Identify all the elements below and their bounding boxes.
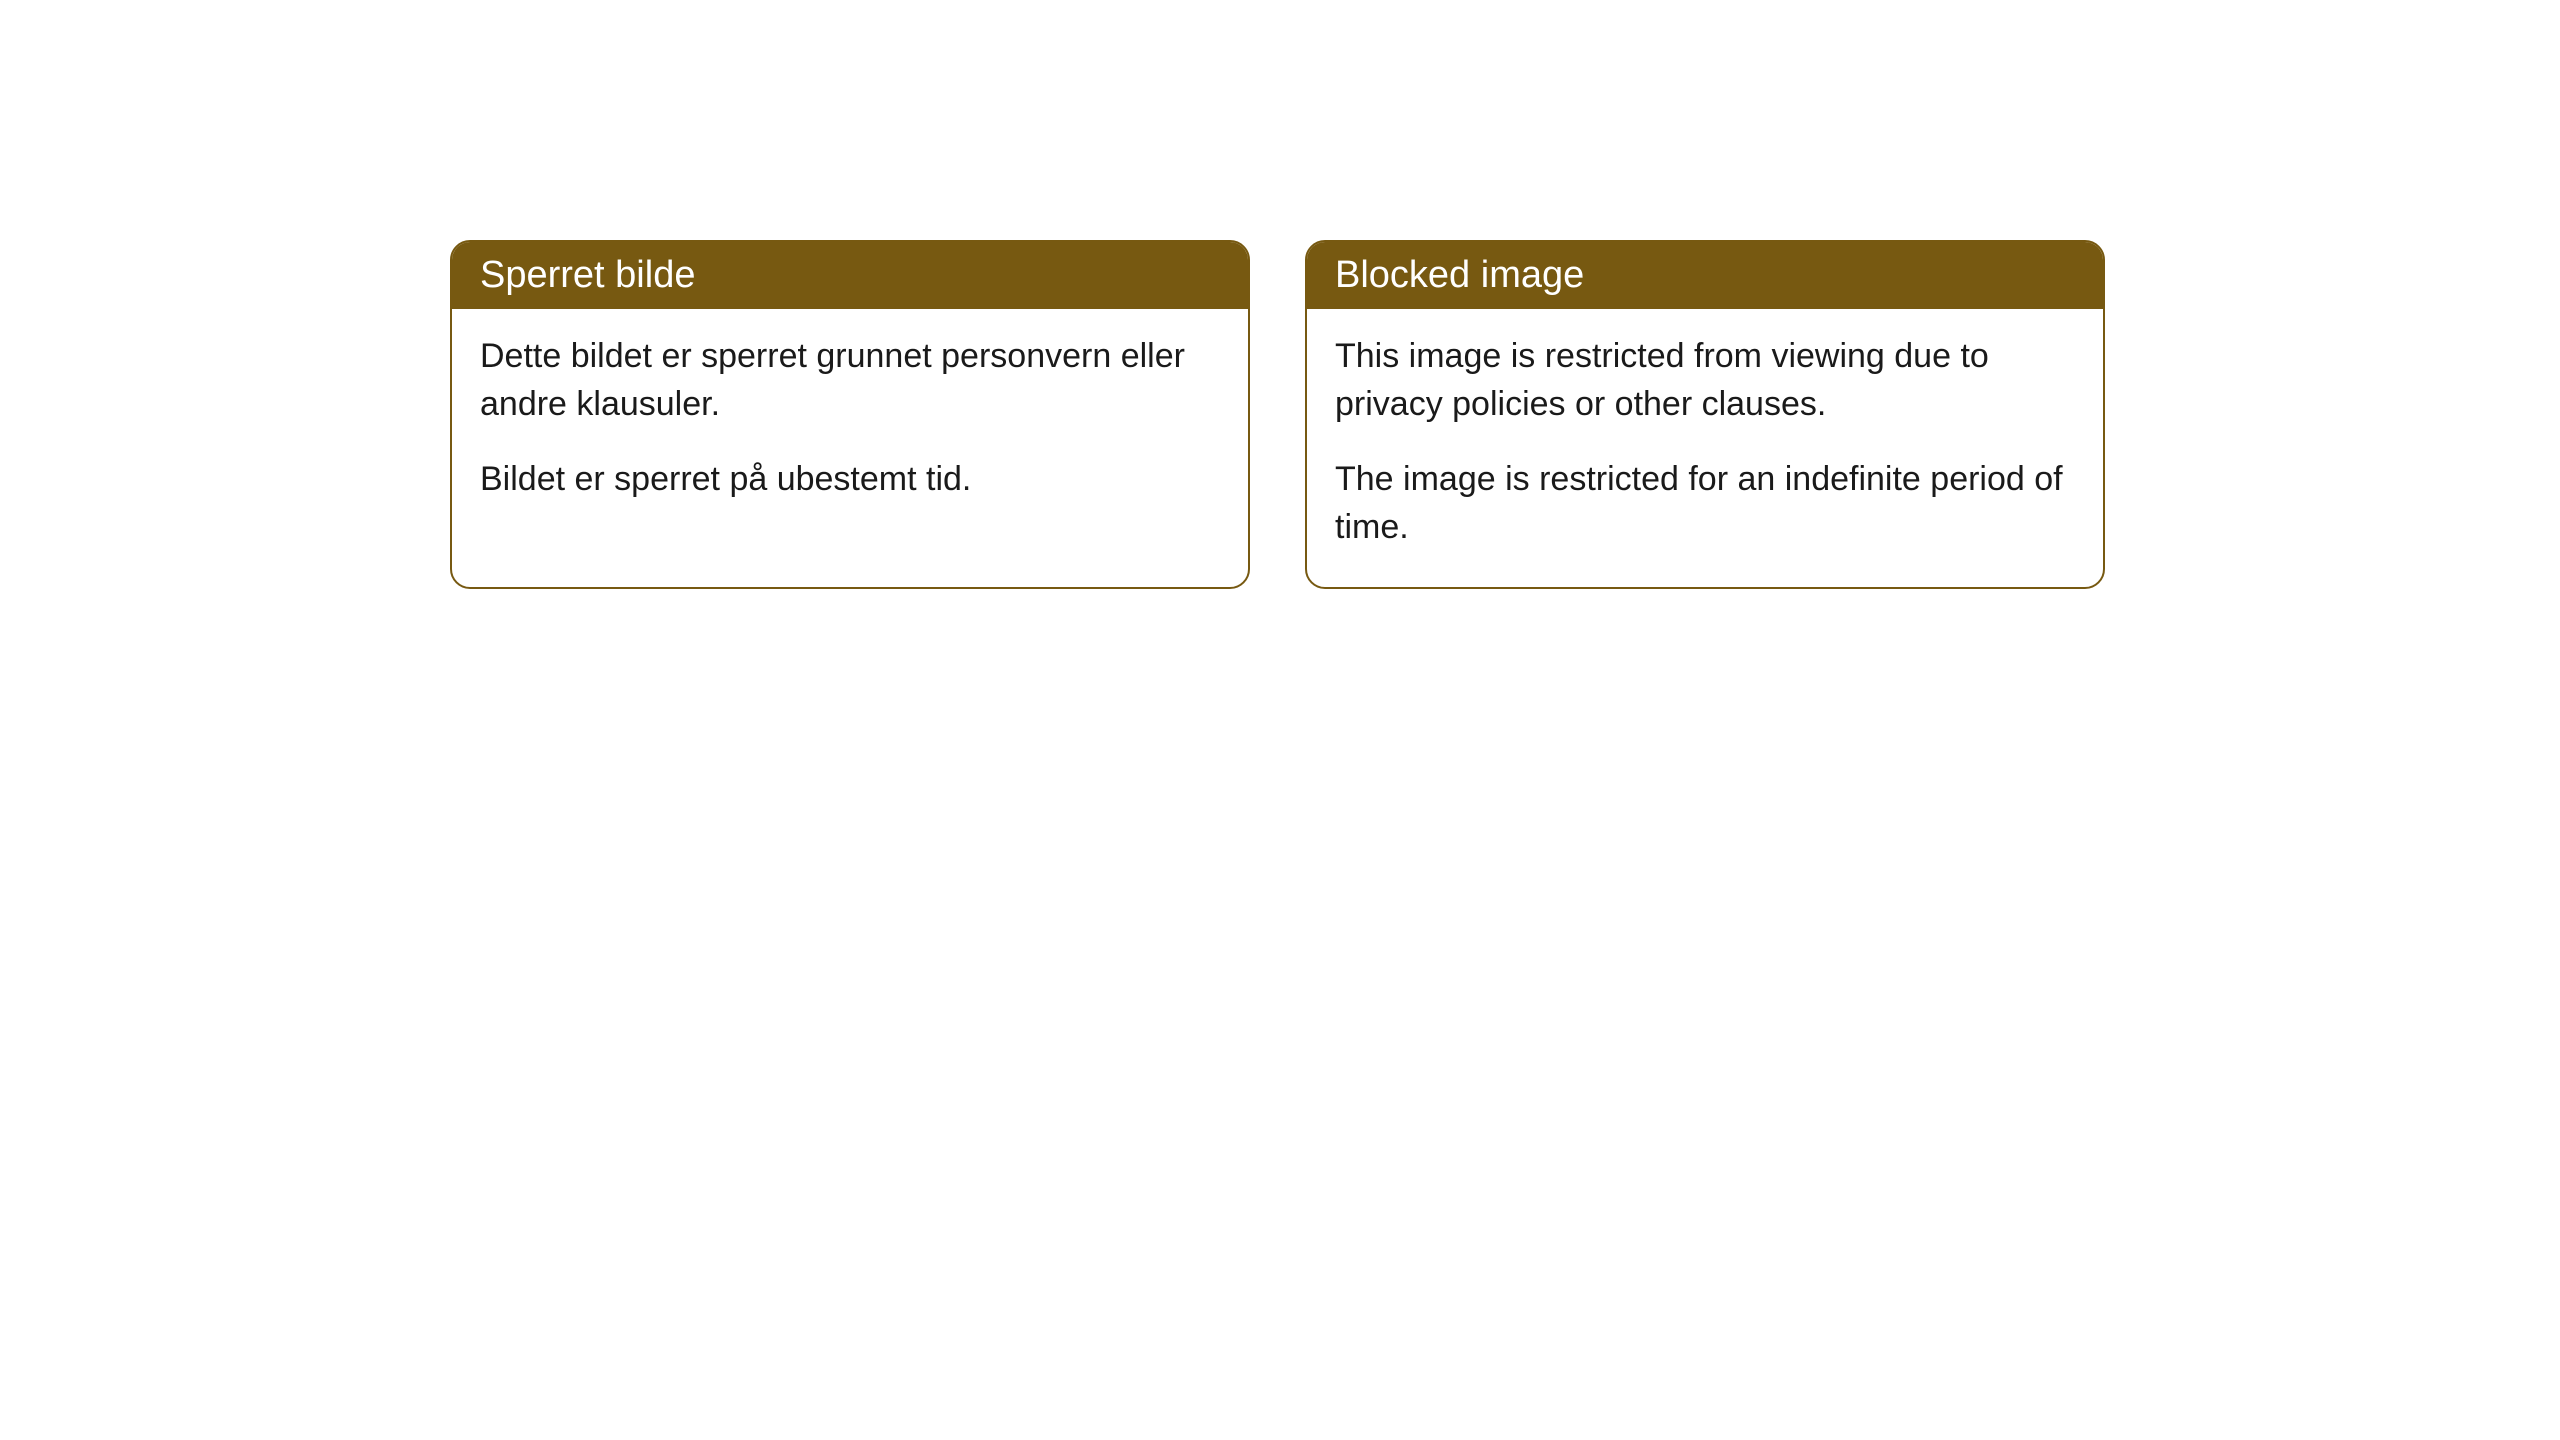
card-paragraph: This image is restricted from viewing du…	[1335, 333, 2075, 428]
card-header-english: Blocked image	[1307, 242, 2103, 309]
card-title: Sperret bilde	[480, 254, 695, 296]
card-english: Blocked image This image is restricted f…	[1305, 240, 2105, 589]
card-body-english: This image is restricted from viewing du…	[1307, 309, 2103, 587]
card-header-norwegian: Sperret bilde	[452, 242, 1248, 309]
card-title: Blocked image	[1335, 254, 1584, 296]
card-body-norwegian: Dette bildet er sperret grunnet personve…	[452, 309, 1248, 540]
card-norwegian: Sperret bilde Dette bildet er sperret gr…	[450, 240, 1250, 589]
card-paragraph: Bildet er sperret på ubestemt tid.	[480, 456, 1220, 504]
card-paragraph: Dette bildet er sperret grunnet personve…	[480, 333, 1220, 428]
card-paragraph: The image is restricted for an indefinit…	[1335, 456, 2075, 551]
cards-container: Sperret bilde Dette bildet er sperret gr…	[450, 240, 2105, 589]
